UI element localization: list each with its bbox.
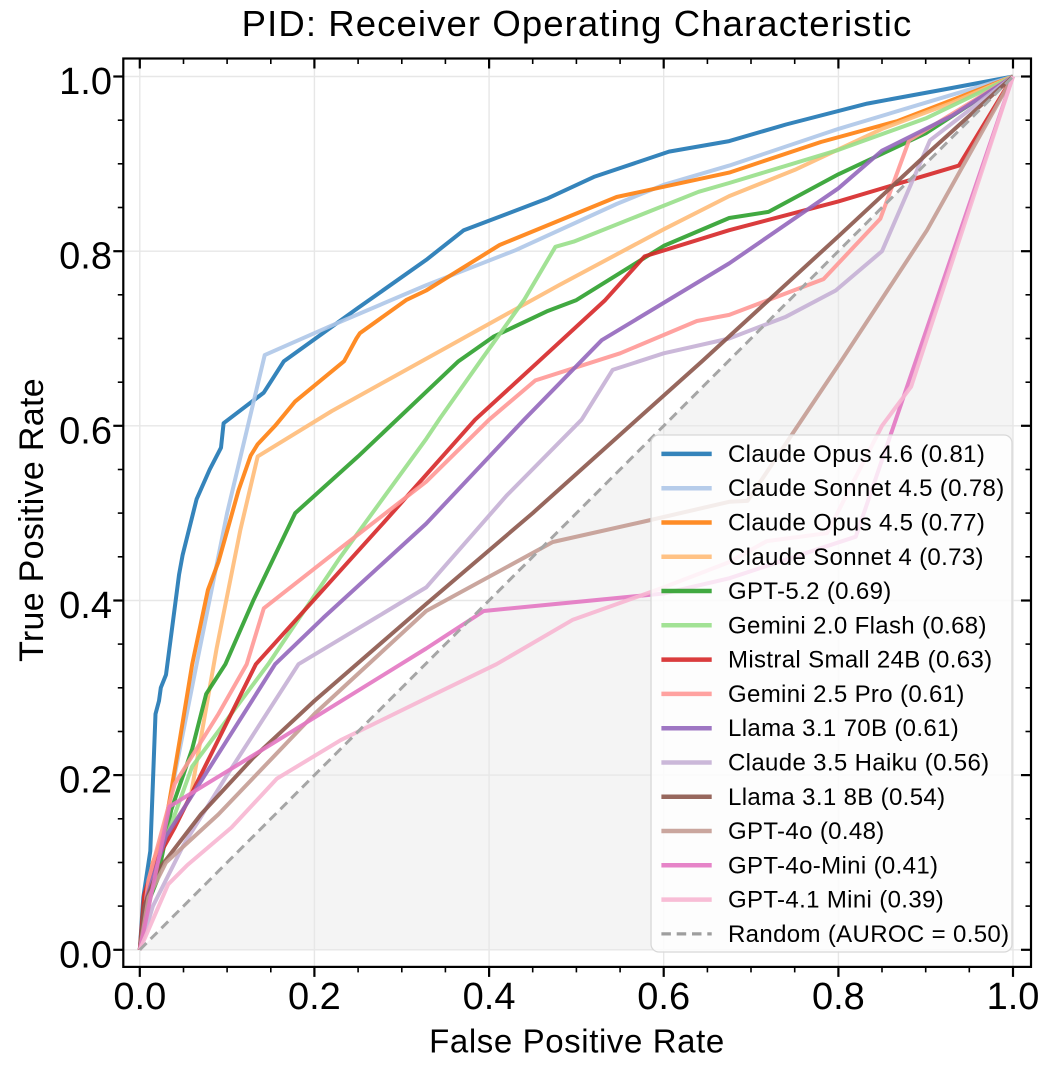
svg-text:Mistral Small 24B (0.63): Mistral Small 24B (0.63) xyxy=(728,647,992,674)
svg-text:PID: Receiver Operating Charac: PID: Receiver Operating Characteristic xyxy=(242,3,913,44)
svg-text:Claude Opus 4.6 (0.81): Claude Opus 4.6 (0.81) xyxy=(728,441,985,468)
svg-text:0.0: 0.0 xyxy=(59,934,112,976)
svg-text:True Positive Rate: True Positive Rate xyxy=(13,378,51,662)
svg-text:1.0: 1.0 xyxy=(987,976,1040,1018)
svg-text:Claude Sonnet 4 (0.73): Claude Sonnet 4 (0.73) xyxy=(728,544,984,571)
svg-text:GPT-4.1 Mini (0.39): GPT-4.1 Mini (0.39) xyxy=(728,887,944,914)
svg-text:0.4: 0.4 xyxy=(463,976,516,1018)
svg-text:0.0: 0.0 xyxy=(113,976,166,1018)
svg-text:Llama 3.1 70B (0.61): Llama 3.1 70B (0.61) xyxy=(728,715,959,742)
svg-text:Claude Opus 4.5 (0.77): Claude Opus 4.5 (0.77) xyxy=(728,510,985,537)
svg-text:Claude Sonnet 4.5 (0.78): Claude Sonnet 4.5 (0.78) xyxy=(728,475,1005,502)
svg-text:0.8: 0.8 xyxy=(812,976,865,1018)
svg-text:Random (AUROC = 0.50): Random (AUROC = 0.50) xyxy=(728,921,1009,948)
svg-text:GPT-5.2 (0.69): GPT-5.2 (0.69) xyxy=(728,578,892,605)
svg-text:0.2: 0.2 xyxy=(59,760,112,802)
svg-text:Gemini 2.5 Pro (0.61): Gemini 2.5 Pro (0.61) xyxy=(728,681,965,708)
svg-text:GPT-4o (0.48): GPT-4o (0.48) xyxy=(728,818,885,845)
svg-text:0.8: 0.8 xyxy=(59,236,112,278)
svg-text:0.2: 0.2 xyxy=(288,976,341,1018)
svg-text:1.0: 1.0 xyxy=(59,61,112,103)
svg-text:0.6: 0.6 xyxy=(637,976,690,1018)
svg-text:Llama 3.1 8B (0.54): Llama 3.1 8B (0.54) xyxy=(728,784,945,811)
svg-text:Gemini 2.0 Flash (0.68): Gemini 2.0 Flash (0.68) xyxy=(728,612,987,639)
svg-text:GPT-4o-Mini (0.41): GPT-4o-Mini (0.41) xyxy=(728,852,938,879)
svg-text:0.6: 0.6 xyxy=(59,410,112,452)
svg-text:False Positive Rate: False Positive Rate xyxy=(429,1023,725,1060)
svg-text:Claude 3.5 Haiku (0.56): Claude 3.5 Haiku (0.56) xyxy=(728,750,990,777)
svg-text:0.4: 0.4 xyxy=(59,585,112,627)
